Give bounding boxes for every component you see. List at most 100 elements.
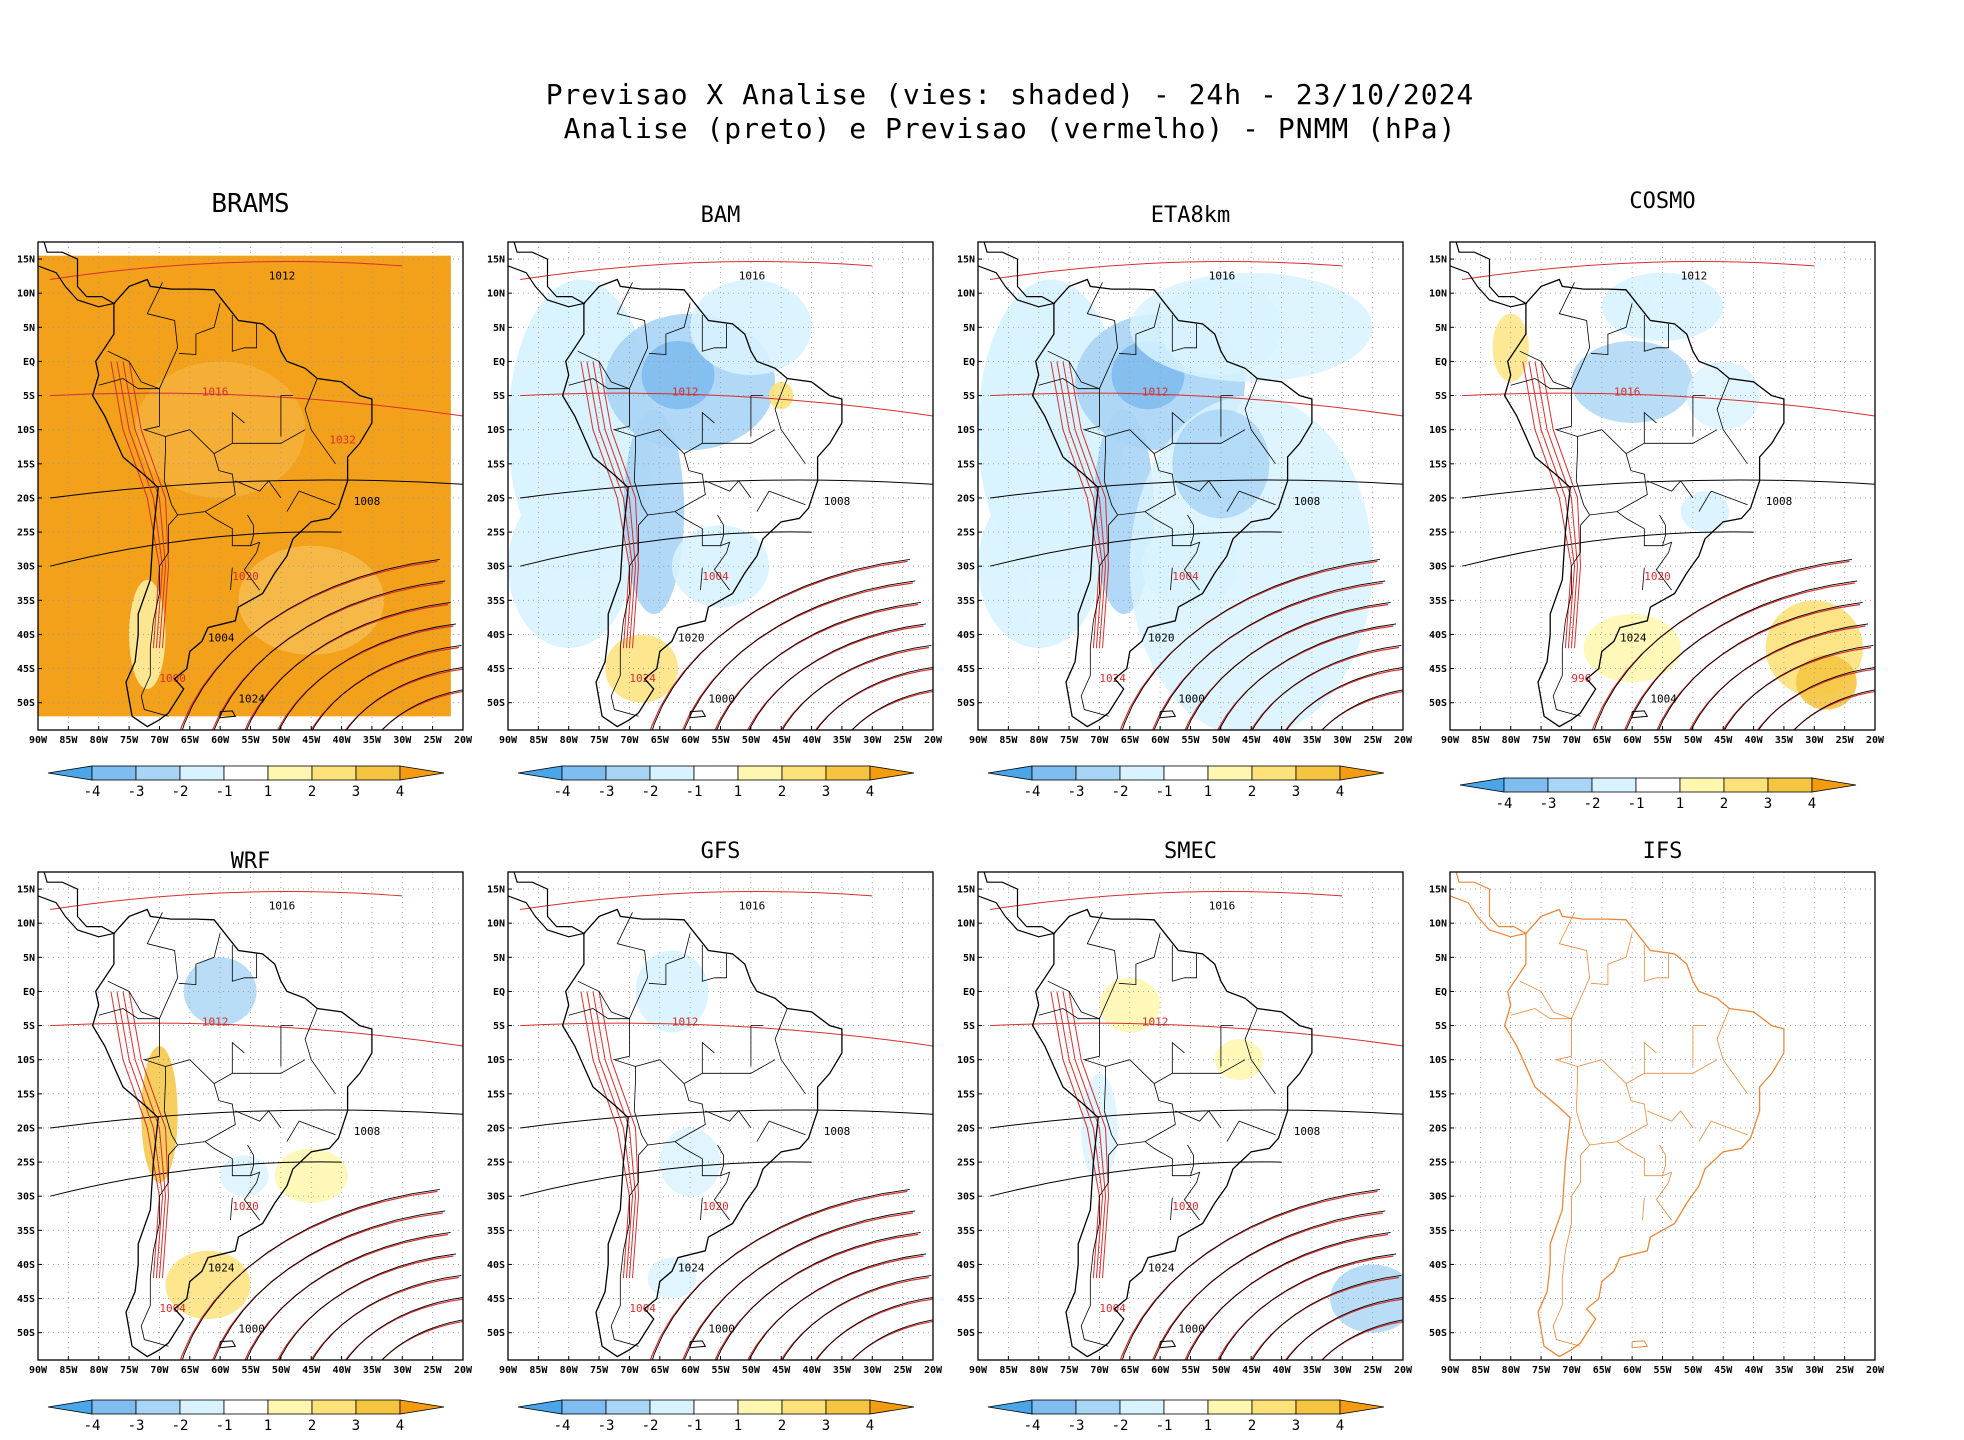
colorbar-label: 2	[308, 1418, 316, 1434]
lat-tick-label: EQ	[493, 987, 505, 998]
colorbar-label: -1	[686, 784, 703, 800]
lon-tick-label: 90W	[499, 735, 518, 746]
lat-tick-label: 5S	[493, 1021, 505, 1032]
lat-tick-label: 45S	[17, 1294, 35, 1305]
lon-tick-label: 60W	[211, 1365, 230, 1376]
lat-tick-label: 15S	[957, 459, 975, 470]
panel-wrf: WRF101610121008102010241004100015N10N5NE…	[17, 849, 473, 1434]
colorbar: -4 -3 -2 -1 1 2 3 4	[517, 765, 915, 800]
lat-tick-label: 10N	[957, 919, 975, 930]
colorbar-label: 1	[734, 1418, 742, 1434]
country-border	[98, 378, 166, 481]
contour-label: 1008	[354, 1125, 381, 1138]
country-border	[1144, 1141, 1194, 1177]
colorbar-label: 3	[352, 1418, 360, 1434]
country-border	[638, 1144, 648, 1156]
lat-tick-label: 15S	[17, 1089, 35, 1100]
lon-tick-label: 65W	[1121, 735, 1140, 746]
lat-tick-label: 50S	[17, 1328, 35, 1339]
colorbar: -4 -3 -2 -1 1 2 3 4	[1459, 777, 1857, 812]
lon-tick-label: 40W	[1745, 735, 1764, 746]
lat-tick-label: 35S	[17, 596, 35, 607]
colorbar-label: -1	[1628, 796, 1645, 812]
panels: BRAMS1012101610081020100410001024103215N…	[17, 189, 1885, 1434]
country-border	[280, 395, 293, 437]
colorbar-label: 3	[1764, 796, 1772, 812]
colorbar-label: -3	[598, 784, 615, 800]
lon-tick-label: 35W	[363, 735, 382, 746]
lon-tick-label: 50W	[1212, 735, 1231, 746]
lon-tick-label: 60W	[1623, 1365, 1642, 1376]
country-border	[1643, 411, 1657, 444]
lon-tick-label: 70W	[1562, 735, 1581, 746]
country-border	[231, 411, 245, 444]
colorbar-label: -3	[1068, 784, 1085, 800]
lon-tick-label: 55W	[1181, 1365, 1200, 1376]
panel-brams: BRAMS1012101610081020100410001024103215N…	[17, 189, 473, 800]
coastline	[561, 908, 843, 1358]
country-border	[1716, 1008, 1748, 1095]
lon-tick-label: 55W	[241, 1365, 260, 1376]
lat-tick-label: 10S	[17, 425, 35, 436]
contour-label: 1012	[1142, 1016, 1169, 1029]
lon-tick-label: 45W	[1242, 1365, 1261, 1376]
lon-tick-label: 75W	[590, 735, 609, 746]
lat-tick-label: 35S	[487, 1226, 505, 1237]
lon-tick-label: 40W	[1745, 1365, 1764, 1376]
lat-tick-label: 5N	[23, 953, 35, 964]
country-border	[701, 411, 715, 444]
lat-tick-label: 40S	[1429, 630, 1447, 641]
country-border	[1552, 1155, 1581, 1347]
lat-tick-label: 10S	[487, 1055, 505, 1066]
lat-tick-label: 15N	[17, 885, 35, 896]
lat-tick-label: 30S	[957, 562, 975, 573]
lon-tick-label: 40W	[333, 735, 352, 746]
country-border	[1118, 303, 1161, 356]
lon-tick-label: 35W	[1303, 735, 1322, 746]
lon-tick-label: 55W	[711, 1365, 730, 1376]
country-border	[178, 933, 221, 986]
coastline	[1503, 278, 1785, 728]
colorbar-label: -1	[216, 1418, 233, 1434]
lat-tick-label: 20S	[17, 493, 35, 504]
lat-tick-label: 10N	[487, 289, 505, 300]
contour-label: 1020	[678, 631, 705, 644]
lon-tick-label: 20W	[1394, 1365, 1413, 1376]
contour-label: 1032	[329, 433, 356, 446]
country-border	[1144, 511, 1194, 547]
country-border	[1244, 378, 1276, 465]
contour-label: 1004	[629, 1302, 656, 1315]
country-border	[683, 429, 776, 454]
country-border	[1692, 1025, 1705, 1067]
lat-tick-label: 25S	[1429, 528, 1447, 539]
lat-tick-label: 15N	[17, 255, 35, 266]
lat-tick-label: 30S	[1429, 1192, 1447, 1203]
country-border	[168, 514, 178, 526]
lat-tick-label: 40S	[957, 630, 975, 641]
lon-tick-label: 90W	[969, 1365, 988, 1376]
lat-tick-label: 25S	[487, 528, 505, 539]
contour-label: 1000	[1178, 1323, 1205, 1336]
country-border	[1716, 378, 1748, 465]
lat-tick-label: 50S	[1429, 698, 1447, 709]
lat-tick-label: 40S	[17, 630, 35, 641]
lon-tick-label: 90W	[29, 735, 48, 746]
lat-tick-label: 5N	[1435, 953, 1447, 964]
country-border	[1153, 1059, 1246, 1084]
colorbar-label: 1	[1204, 784, 1212, 800]
lat-tick-label: EQ	[1435, 357, 1447, 368]
contour-label: 1024	[629, 672, 656, 685]
country-border	[756, 490, 806, 512]
lat-tick-label: 45S	[957, 1294, 975, 1305]
country-border	[1625, 429, 1718, 454]
colorbar: -4 -3 -2 -1 1 2 3 4	[987, 1399, 1385, 1434]
colorbar-label: 3	[1292, 784, 1300, 800]
contour-label: 1008	[1766, 495, 1793, 508]
colorbar-label: -4	[554, 1418, 571, 1434]
contour-label: 1000	[159, 672, 186, 685]
contour-label: 1024	[678, 1261, 705, 1274]
colorbar-label: -2	[1112, 1418, 1129, 1434]
lon-tick-label: 60W	[681, 735, 700, 746]
colorbar-label: 4	[1336, 1418, 1344, 1434]
